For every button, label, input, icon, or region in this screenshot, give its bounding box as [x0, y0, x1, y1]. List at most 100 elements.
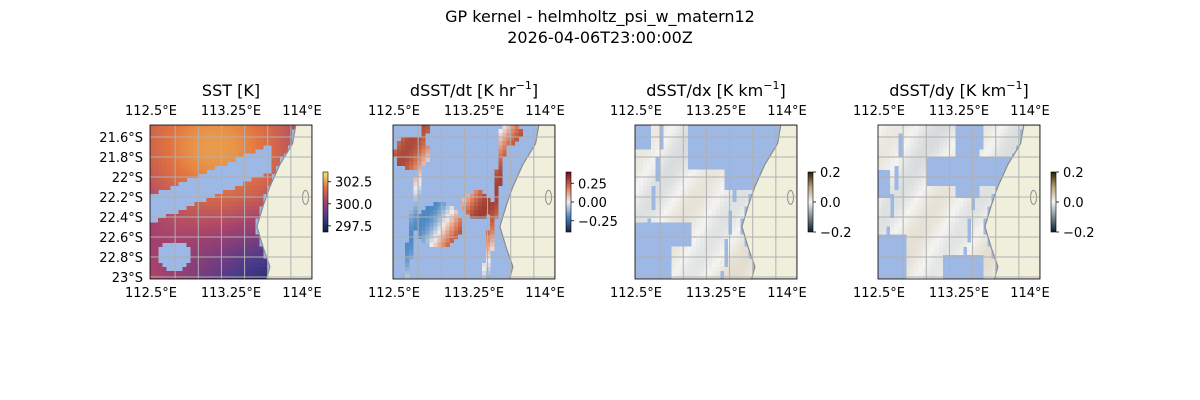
heatmap-cell	[190, 214, 195, 219]
heatmap-cell	[695, 230, 701, 235]
heatmap-cell	[202, 202, 207, 207]
heatmap-cell	[906, 258, 911, 264]
heatmap-cell	[190, 206, 195, 211]
heatmap-cell	[651, 149, 656, 154]
heatmap-cell	[498, 161, 503, 166]
heatmap-cell	[243, 230, 248, 235]
heatmap-cell	[667, 214, 672, 219]
heatmap-cell	[716, 258, 721, 264]
heatmap-cell	[675, 218, 680, 223]
heatmap-cell	[271, 137, 276, 142]
heatmap-cell	[950, 238, 956, 243]
heatmap-cell	[744, 202, 749, 207]
heatmap-cell	[922, 133, 927, 138]
heatmap-cell	[906, 145, 911, 150]
heatmap-cell	[162, 218, 167, 223]
heatmap-cell	[421, 141, 426, 146]
heatmap-cell	[226, 129, 232, 134]
heatmap-cell	[991, 145, 996, 150]
heatmap-cell	[1015, 133, 1021, 138]
heatmap-cell	[691, 202, 697, 207]
heatmap-cell	[413, 149, 418, 154]
heatmap-cell	[251, 193, 256, 199]
heatmap-cell	[222, 141, 228, 146]
heatmap-cell	[655, 197, 660, 203]
heatmap-cell	[482, 266, 487, 272]
heatmap-cell	[182, 214, 187, 219]
heatmap-cell	[906, 173, 911, 178]
heatmap-cell	[930, 266, 935, 272]
heatmap-cell	[971, 242, 976, 247]
heatmap-cell	[259, 125, 264, 130]
heatmap-cell	[918, 270, 923, 276]
heatmap-cell	[663, 145, 668, 150]
heatmap-cell	[457, 218, 463, 223]
heatmap-cell	[707, 197, 713, 203]
heatmap-cell	[514, 137, 519, 142]
heatmap-cell	[934, 230, 940, 235]
heatmap-cell	[659, 189, 664, 195]
heatmap-cell	[983, 206, 988, 211]
heatmap-cell	[691, 246, 697, 251]
x-tick-label-top: 113.25°E	[929, 104, 989, 119]
heatmap-cell	[744, 270, 749, 276]
heatmap-cell	[170, 214, 175, 219]
heatmap-cell	[922, 137, 927, 142]
heatmap-cell	[695, 238, 701, 243]
heatmap-cell	[433, 242, 438, 247]
heatmap-cell	[663, 153, 668, 158]
heatmap-cell	[942, 185, 948, 191]
heatmap-cell	[647, 177, 652, 183]
heatmap-cell	[158, 157, 163, 162]
heatmap-cell	[150, 173, 155, 178]
heatmap-cell	[490, 218, 495, 223]
heatmap-cell	[214, 153, 220, 158]
heatmap-cell	[478, 197, 483, 203]
heatmap-cell	[910, 262, 915, 268]
heatmap-cell	[206, 165, 212, 170]
heatmap-cell	[720, 210, 725, 215]
heatmap-cell	[1011, 125, 1016, 130]
heatmap-cell	[707, 218, 713, 223]
heatmap-cell	[469, 202, 475, 207]
heatmap-cell	[494, 189, 499, 195]
heatmap-cell	[691, 270, 697, 276]
heatmap-cell	[490, 226, 495, 231]
heatmap-cell	[647, 193, 652, 199]
heatmap-cell	[251, 145, 256, 150]
heatmap-cell	[687, 197, 692, 203]
heatmap-cell	[744, 250, 749, 255]
heatmap-cell	[643, 210, 648, 215]
heatmap-cell	[1003, 145, 1008, 150]
heatmap-cell	[878, 141, 883, 146]
heatmap-cell	[711, 169, 717, 174]
heatmap-cell	[498, 177, 503, 183]
heatmap-cell	[934, 145, 940, 150]
heatmap-cell	[728, 206, 733, 211]
heatmap-cell	[655, 129, 660, 134]
x-tick-label-bottom: 112.5°E	[368, 286, 420, 301]
heatmap-cell	[469, 206, 475, 211]
heatmap-cell	[421, 161, 426, 166]
heatmap-cell	[991, 149, 996, 154]
heatmap-cell	[243, 133, 248, 138]
heatmap-cell	[886, 161, 891, 166]
heatmap-cell	[894, 153, 899, 158]
heatmap-cell	[926, 270, 931, 276]
heatmap-cell	[235, 206, 240, 211]
heatmap-cell	[251, 206, 256, 211]
heatmap-cell	[906, 169, 911, 174]
heatmap-cell	[247, 258, 252, 264]
heatmap-cell	[154, 133, 159, 138]
heatmap-cell	[243, 125, 248, 130]
heatmap-cell	[886, 145, 891, 150]
heatmap-cell	[506, 133, 511, 138]
heatmap-cell	[691, 262, 697, 268]
heatmap-cell	[659, 173, 664, 178]
heatmap-cell	[691, 173, 697, 178]
heatmap-cell	[275, 153, 280, 158]
heatmap-cell	[158, 266, 163, 272]
heatmap-cell	[643, 185, 648, 191]
heatmap-cell	[687, 169, 692, 174]
heatmap-cell	[671, 185, 676, 191]
